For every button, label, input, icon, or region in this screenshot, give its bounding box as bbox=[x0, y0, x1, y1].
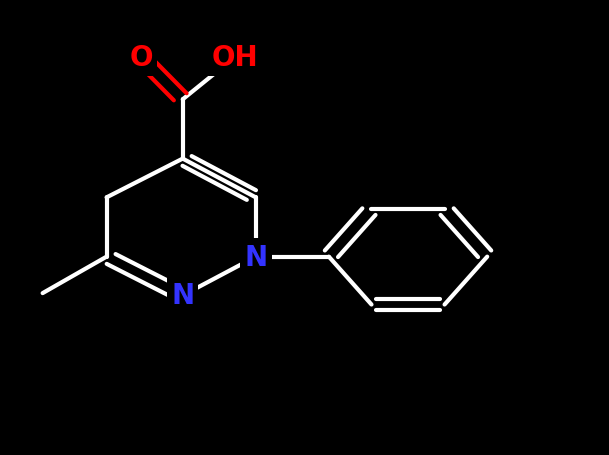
Text: N: N bbox=[171, 282, 194, 310]
Text: OH: OH bbox=[211, 44, 258, 72]
Text: O: O bbox=[130, 44, 153, 72]
Text: N: N bbox=[244, 243, 267, 271]
